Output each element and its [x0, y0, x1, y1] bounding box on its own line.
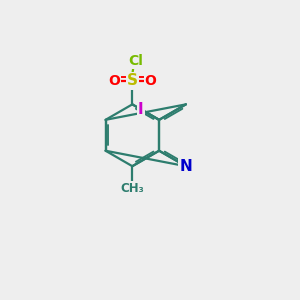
- Text: N: N: [179, 159, 192, 174]
- Text: CH₃: CH₃: [121, 182, 144, 195]
- Text: I: I: [138, 102, 144, 117]
- Text: Cl: Cl: [128, 54, 143, 68]
- Text: S: S: [127, 73, 138, 88]
- Text: O: O: [108, 74, 120, 88]
- Text: O: O: [145, 74, 157, 88]
